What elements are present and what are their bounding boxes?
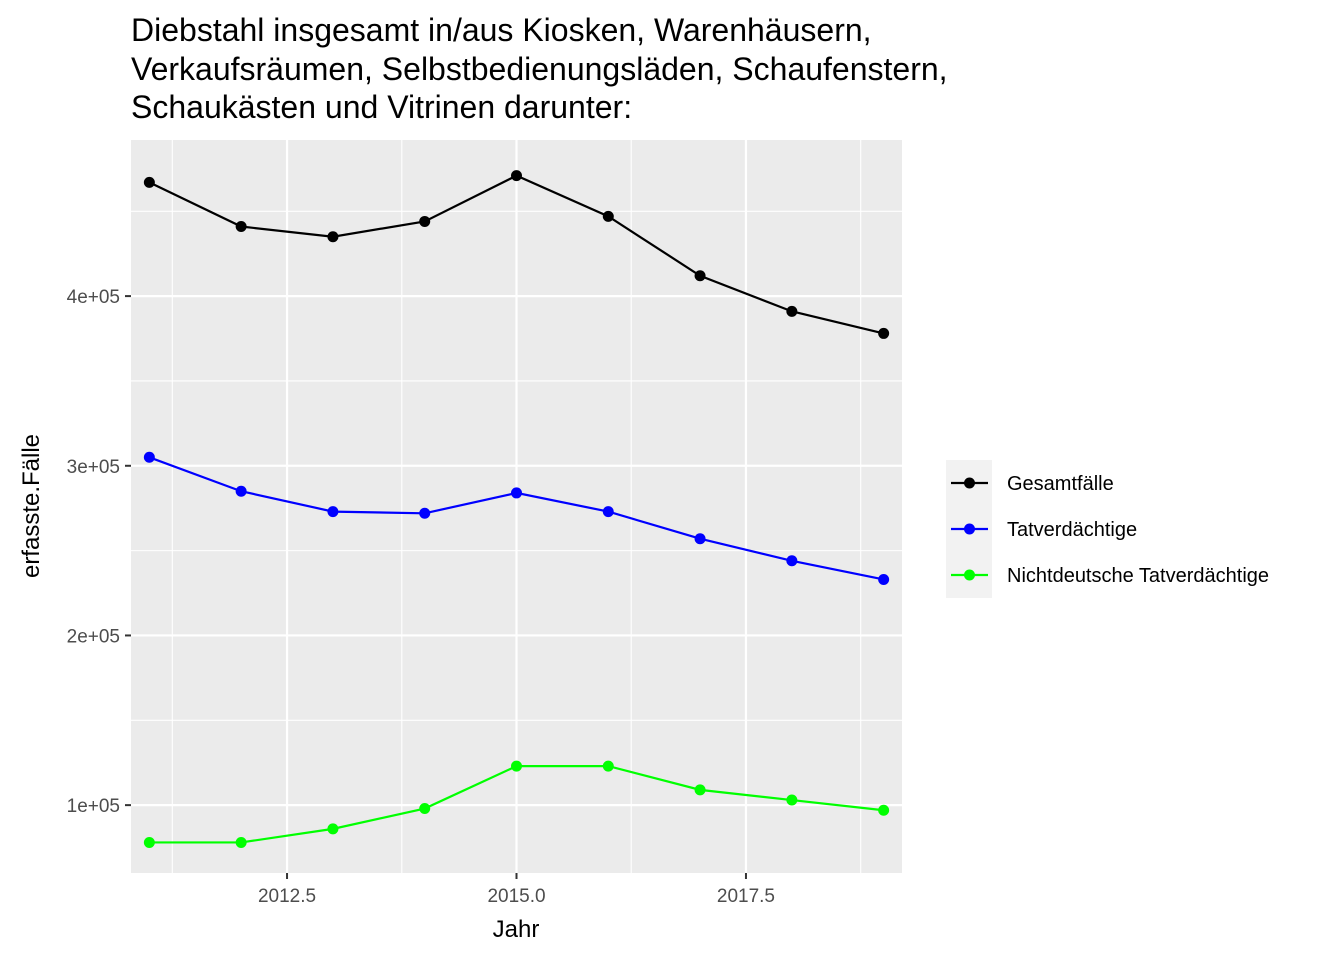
y-tick-label-2: 3e+05 xyxy=(67,457,120,478)
x-tick-label-0: 2012.5 xyxy=(258,886,316,907)
legend-label-0: Gesamtfälle xyxy=(1007,473,1114,495)
legend-key-point-0 xyxy=(964,477,975,489)
chart-title-line-2: Verkaufsräumen, Selbstbedienungsläden, S… xyxy=(131,51,948,87)
data-point-1-4 xyxy=(511,487,522,499)
x-tick-label-2: 2017.5 xyxy=(717,886,775,907)
data-point-1-0 xyxy=(143,451,155,463)
data-point-2-0 xyxy=(143,836,155,848)
chart-title-line-1: Diebstahl insgesamt in/aus Kiosken, Ware… xyxy=(131,12,872,48)
legend: Gesamtfälle Tatverdächtige Nichtdeutsche T… xyxy=(946,460,1269,598)
y-tick-label-1: 2e+05 xyxy=(67,626,120,647)
series-2 xyxy=(143,760,890,848)
data-point-2-5 xyxy=(602,760,614,772)
y-tick-label-3: 4e+05 xyxy=(67,287,120,308)
y-axis-title: erfasste.Fälle xyxy=(18,434,45,578)
data-point-1-5 xyxy=(602,506,614,518)
grid-major xyxy=(131,140,902,873)
legend-label-2: Nichtdeutsche Tatverdächtige xyxy=(1007,565,1269,587)
x-axis-title: Jahr xyxy=(493,916,540,943)
data-point-0-3 xyxy=(419,215,431,227)
legend-item-2: Nichtdeutsche Tatverdächtige xyxy=(951,565,1269,587)
data-point-0-1 xyxy=(235,221,247,233)
data-point-1-3 xyxy=(419,507,431,519)
legend-item-1: Tatverdächtige xyxy=(951,519,1137,541)
data-point-0-8 xyxy=(878,327,890,339)
data-point-2-3 xyxy=(419,803,431,815)
legend-item-0: Gesamtfälle xyxy=(951,473,1114,495)
series-1 xyxy=(143,451,890,585)
data-point-2-7 xyxy=(786,794,798,806)
chart-title: Diebstahl insgesamt in/aus Kiosken, Ware… xyxy=(131,12,948,125)
data-point-2-4 xyxy=(511,760,522,772)
data-point-0-6 xyxy=(694,270,706,282)
data-point-1-8 xyxy=(878,573,890,585)
data-point-0-7 xyxy=(786,305,798,317)
data-point-0-4 xyxy=(511,170,522,182)
data-point-1-7 xyxy=(786,555,798,567)
data-point-0-5 xyxy=(602,210,614,222)
data-point-2-2 xyxy=(327,823,339,835)
data-point-0-2 xyxy=(327,231,339,243)
data-point-0-0 xyxy=(143,176,155,188)
chart-title-line-3: Schaukästen und Vitrinen darunter: xyxy=(131,89,632,125)
data-point-2-6 xyxy=(694,784,706,796)
series-0 xyxy=(143,170,890,339)
data-point-1-6 xyxy=(694,533,706,545)
data-point-2-1 xyxy=(235,836,247,848)
data-series xyxy=(143,170,890,848)
y-tick-label-0: 1e+05 xyxy=(67,796,120,817)
legend-key-point-2 xyxy=(964,569,975,581)
x-tick-label-1: 2015.0 xyxy=(487,886,545,907)
data-point-1-2 xyxy=(327,506,339,518)
data-point-1-1 xyxy=(235,485,247,497)
data-point-2-8 xyxy=(878,804,890,816)
legend-label-1: Tatverdächtige xyxy=(1007,519,1137,541)
axis-ticks: 1e+05 2e+05 3e+05 4e+05 2012.5 2015.0 2017.5 xyxy=(67,287,775,907)
legend-key-point-1 xyxy=(964,523,975,535)
